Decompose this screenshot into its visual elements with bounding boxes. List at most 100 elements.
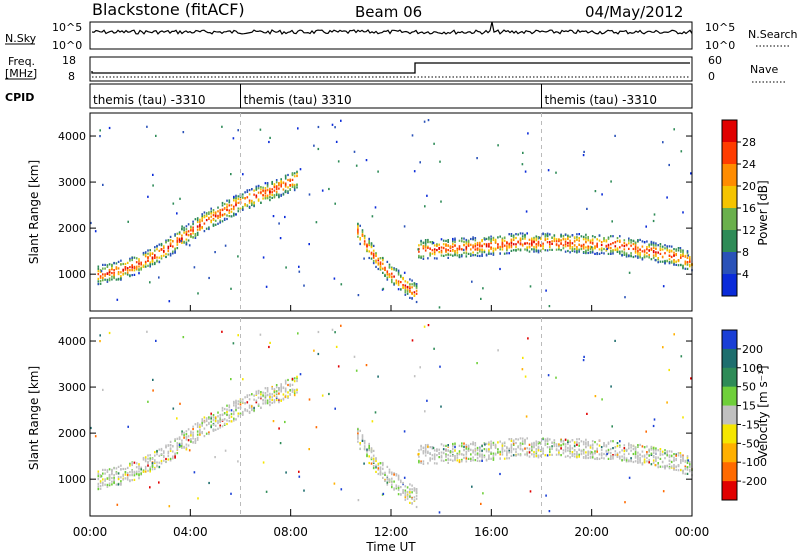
power-cell: [382, 271, 384, 274]
power-cell: [675, 252, 677, 256]
nave-tick-bottom: 0: [708, 70, 715, 83]
power-cell: [472, 251, 474, 254]
velocity-cell: [637, 455, 639, 458]
velocity-cell: [190, 434, 192, 437]
power-cell: [397, 271, 400, 274]
velocity-cell: [404, 491, 407, 495]
power-cell: [172, 250, 174, 253]
velocity-cell: [454, 455, 456, 458]
velocity-cell: [533, 445, 535, 448]
velocity-cell: [506, 452, 508, 455]
power-cell: [379, 261, 382, 264]
power-cell: [525, 210, 528, 213]
velocity-cell: [589, 453, 592, 456]
velocity-cell: [483, 448, 486, 451]
power-cell: [458, 245, 461, 248]
velocity-cell: [606, 452, 608, 456]
velocity-cell: [558, 453, 560, 456]
velocity-cell: [275, 390, 278, 393]
power-cell: [591, 241, 594, 245]
power-cell: [485, 243, 488, 246]
velocity-cell: [357, 432, 359, 435]
power-cell: [639, 251, 641, 254]
velocity-cell: [370, 449, 373, 452]
power-cell: [654, 259, 657, 262]
velocity-cell: [308, 398, 311, 401]
power-cell: [257, 199, 260, 202]
velocity-cell: [619, 445, 621, 448]
velocity-cell: [106, 470, 109, 473]
power-cell: [465, 246, 468, 249]
velocity-cell: [375, 470, 377, 473]
power-cell: [625, 243, 628, 246]
power-cell: [108, 270, 111, 273]
velocity-cell: [470, 448, 472, 451]
colorbar-segment: [722, 142, 737, 165]
power-cell: [102, 279, 104, 282]
power-cell: [431, 249, 434, 252]
velocity-cell: [178, 436, 181, 439]
power-cell: [138, 272, 140, 275]
power-cell: [308, 193, 311, 196]
power-cell: [133, 269, 136, 272]
power-cell: [296, 174, 298, 178]
velocity-cell: [508, 449, 510, 452]
power-cell: [571, 248, 574, 251]
power-cell: [293, 189, 296, 192]
velocity-cell: [154, 454, 156, 457]
velocity-cell: [524, 375, 527, 378]
velocity-cell: [524, 453, 526, 456]
power-cell: [673, 248, 675, 251]
power-cell: [680, 264, 682, 267]
power-cell: [248, 205, 251, 208]
power-cell: [585, 249, 587, 252]
velocity-cell: [280, 386, 282, 390]
velocity-cell: [427, 451, 429, 454]
power-cell: [542, 232, 544, 235]
power-cell: [628, 271, 631, 274]
power-cell: [655, 251, 657, 254]
velocity-cell: [508, 451, 510, 454]
power-cell: [686, 261, 689, 264]
power-cell: [553, 234, 556, 237]
velocity-cell: [271, 401, 273, 404]
velocity-cell: [438, 456, 440, 459]
power-cell: [269, 199, 271, 202]
velocity-cell: [600, 454, 603, 457]
velocity-cell: [226, 419, 228, 422]
velocity-cell: [655, 459, 657, 463]
power-cell: [155, 134, 157, 137]
power-cell: [391, 281, 393, 284]
power-cell: [639, 248, 641, 251]
power-cell: [689, 263, 691, 266]
velocity-cell: [624, 501, 626, 504]
power-cell: [178, 238, 181, 242]
velocity-cell: [174, 454, 176, 458]
velocity-cell: [411, 339, 414, 342]
velocity-cell: [395, 487, 398, 490]
velocity-cell: [384, 479, 386, 482]
power-cell: [662, 285, 665, 288]
power-cell: [673, 259, 675, 262]
velocity-cell: [149, 454, 151, 457]
velocity-cell: [192, 425, 194, 428]
velocity-cell: [482, 492, 484, 495]
power-cell: [422, 247, 425, 250]
power-cell: [232, 137, 235, 140]
velocity-cell: [433, 455, 436, 458]
velocity-cell: [284, 390, 287, 393]
power-cell: [551, 248, 553, 251]
velocity-cell: [429, 452, 431, 455]
power-cell: [391, 278, 393, 282]
velocity-cell: [686, 461, 689, 464]
power-cell: [461, 253, 463, 256]
velocity-cell: [571, 451, 574, 454]
power-cell: [228, 215, 231, 218]
power-cell: [569, 241, 571, 244]
velocity-cell: [659, 452, 662, 455]
velocity-cell: [657, 462, 659, 465]
power-cell: [255, 194, 258, 197]
colorbar-tick-label: 16: [742, 202, 756, 215]
velocity-cell: [619, 455, 621, 458]
power-cell: [260, 186, 262, 189]
